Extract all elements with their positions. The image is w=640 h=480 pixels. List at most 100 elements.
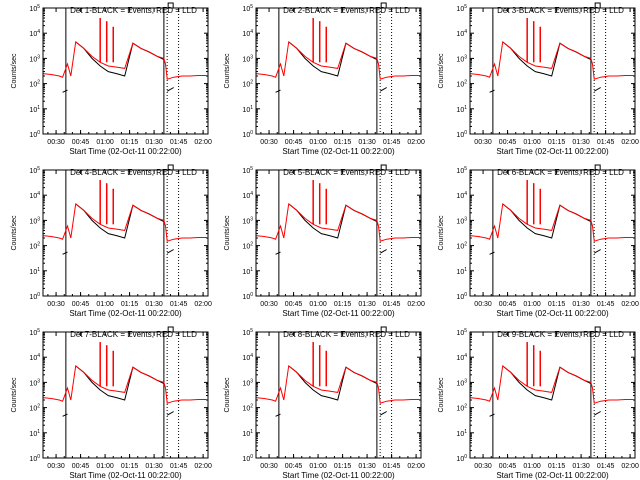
x-tick-label: 01:45 bbox=[597, 301, 615, 308]
x-tick-label: 02:00 bbox=[621, 463, 639, 470]
events-series-line bbox=[62, 89, 68, 93]
y-tick-label: 100 bbox=[29, 130, 40, 139]
events-series-line bbox=[489, 251, 495, 255]
x-tick-label: 01:00 bbox=[309, 139, 327, 146]
events-series-line bbox=[379, 87, 387, 92]
y-tick-label: 104 bbox=[456, 29, 467, 38]
y-tick-label: 103 bbox=[242, 216, 253, 225]
events-series-line bbox=[502, 41, 592, 77]
y-axis-label: Counts/sec bbox=[11, 53, 18, 89]
y-tick-label: 105 bbox=[456, 166, 467, 175]
events-series-line bbox=[166, 411, 174, 416]
y-tick-label: 103 bbox=[29, 216, 40, 225]
x-tick-label: 00:45 bbox=[499, 139, 517, 146]
x-tick-label: 00:30 bbox=[260, 463, 278, 470]
x-tick-label: 01:45 bbox=[170, 301, 188, 308]
y-axis-label: Counts/sec bbox=[224, 377, 231, 413]
x-axis-label: Start Time (02-Oct-11 00:22:00) bbox=[496, 147, 609, 156]
panel-title: Det 5-BLACK = Events, RED = LLD bbox=[283, 168, 410, 177]
panel-det-7: 100 101 102 103 104 105 00:30 00:45 01:00 01:15 01… bbox=[11, 326, 212, 480]
y-tick-label: 104 bbox=[29, 353, 40, 362]
x-tick-label: 01:30 bbox=[145, 139, 163, 146]
x-axis-label: Start Time (02-Oct-11 00:22:00) bbox=[69, 147, 182, 156]
x-tick-label: 00:45 bbox=[285, 463, 303, 470]
y-tick-label: 104 bbox=[29, 29, 40, 38]
panel-title: Det 7-BLACK = Events, RED = LLD bbox=[70, 330, 197, 339]
x-tick-label: 01:45 bbox=[597, 139, 615, 146]
panel-title: Det 9-BLACK = Events, RED = LLD bbox=[497, 330, 624, 339]
x-axis-label: Start Time (02-Oct-11 00:22:00) bbox=[496, 471, 609, 480]
x-tick-label: 01:30 bbox=[358, 301, 376, 308]
x-tick-label: 00:45 bbox=[285, 301, 303, 308]
events-series-line bbox=[593, 411, 601, 416]
panel-det-9: 100 101 102 103 104 105 00:30 00:45 01:00 01:15 01… bbox=[438, 326, 639, 480]
y-tick-label: 104 bbox=[242, 29, 253, 38]
y-tick-label: 103 bbox=[456, 54, 467, 63]
x-tick-label: 01:45 bbox=[597, 463, 615, 470]
x-tick-label: 01:15 bbox=[548, 301, 566, 308]
x-tick-label: 02:00 bbox=[194, 139, 212, 146]
lld-series-line bbox=[42, 364, 207, 404]
x-tick-label: 01:30 bbox=[572, 463, 590, 470]
panel-title: Det 6-BLACK = Events, RED = LLD bbox=[497, 168, 624, 177]
y-tick-label: 105 bbox=[242, 166, 253, 175]
events-series-line bbox=[288, 203, 378, 239]
panel-det-4: 100 101 102 103 104 105 00:30 00:45 01:00 01:15 01… bbox=[11, 164, 212, 318]
plot-frame bbox=[42, 331, 209, 459]
y-tick-label: 101 bbox=[456, 105, 467, 114]
y-tick-label: 105 bbox=[29, 166, 40, 175]
panel-det-6: 100 101 102 103 104 105 00:30 00:45 01:00 01:15 01… bbox=[438, 164, 639, 318]
x-tick-label: 01:15 bbox=[548, 463, 566, 470]
y-tick-label: 103 bbox=[29, 378, 40, 387]
events-series-line bbox=[275, 413, 281, 417]
x-tick-label: 01:15 bbox=[548, 139, 566, 146]
lld-series-line bbox=[469, 202, 634, 242]
lld-series-line bbox=[42, 202, 207, 242]
events-series-line bbox=[62, 251, 68, 255]
y-tick-label: 103 bbox=[242, 54, 253, 63]
lld-series-line bbox=[469, 40, 634, 80]
x-tick-label: 01:00 bbox=[523, 463, 541, 470]
x-tick-label: 01:15 bbox=[334, 463, 352, 470]
y-tick-label: 100 bbox=[456, 292, 467, 301]
y-tick-label: 100 bbox=[29, 292, 40, 301]
y-tick-label: 105 bbox=[242, 4, 253, 13]
panel-det-2: 100 101 102 103 104 105 00:30 00:45 01:00 01:15 01… bbox=[224, 2, 425, 156]
x-tick-label: 01:00 bbox=[96, 463, 114, 470]
events-series-line bbox=[288, 365, 378, 401]
events-series-line bbox=[489, 89, 495, 93]
plot-frame bbox=[255, 331, 422, 459]
y-tick-label: 104 bbox=[242, 191, 253, 200]
x-tick-label: 00:45 bbox=[72, 139, 90, 146]
x-axis-label: Start Time (02-Oct-11 00:22:00) bbox=[496, 309, 609, 318]
y-axis-label: Counts/sec bbox=[11, 215, 18, 251]
x-axis-label: Start Time (02-Oct-11 00:22:00) bbox=[282, 471, 395, 480]
y-tick-label: 104 bbox=[456, 191, 467, 200]
y-tick-label: 101 bbox=[29, 429, 40, 438]
x-tick-label: 00:45 bbox=[72, 463, 90, 470]
y-tick-label: 105 bbox=[29, 328, 40, 337]
events-series-line bbox=[288, 41, 378, 77]
x-tick-label: 01:30 bbox=[572, 301, 590, 308]
y-tick-label: 103 bbox=[456, 216, 467, 225]
y-tick-label: 101 bbox=[29, 105, 40, 114]
x-tick-label: 01:30 bbox=[572, 139, 590, 146]
x-tick-label: 02:00 bbox=[407, 139, 425, 146]
y-tick-label: 104 bbox=[456, 353, 467, 362]
y-tick-label: 103 bbox=[29, 54, 40, 63]
x-tick-label: 01:15 bbox=[121, 463, 139, 470]
y-tick-label: 103 bbox=[242, 378, 253, 387]
y-axis-label: Counts/sec bbox=[438, 215, 445, 251]
events-series-line bbox=[75, 203, 165, 239]
panel-title: Det 2-BLACK = Events, RED = LLD bbox=[283, 6, 410, 15]
y-tick-label: 101 bbox=[242, 267, 253, 276]
y-tick-label: 102 bbox=[456, 404, 467, 413]
events-series-line bbox=[275, 89, 281, 93]
x-tick-label: 01:15 bbox=[121, 301, 139, 308]
panel-title: Det 8-BLACK = Events, RED = LLD bbox=[283, 330, 410, 339]
y-tick-label: 104 bbox=[29, 191, 40, 200]
y-axis-label: Counts/sec bbox=[438, 377, 445, 413]
events-series-line bbox=[166, 249, 174, 254]
plot-frame bbox=[255, 169, 422, 297]
x-tick-label: 01:30 bbox=[358, 463, 376, 470]
